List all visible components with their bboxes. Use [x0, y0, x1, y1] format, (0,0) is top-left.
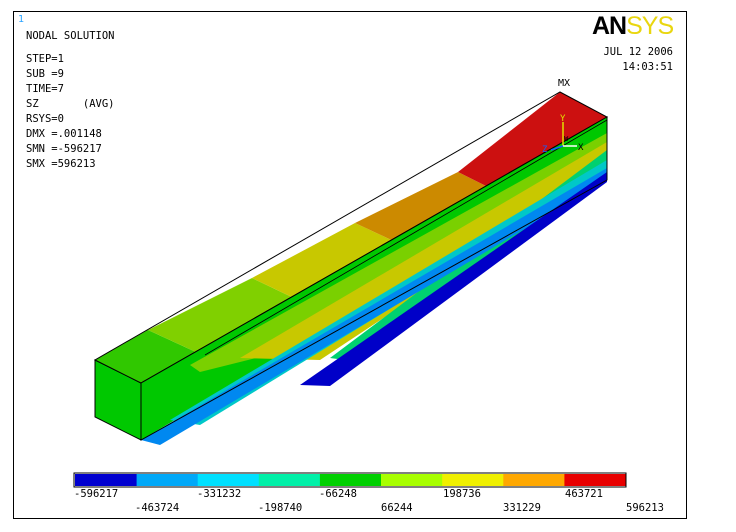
- legend-top-label: -596217: [74, 488, 119, 500]
- triad-w-label: W: [564, 135, 569, 143]
- legend-top-label: 198736: [443, 488, 481, 500]
- contour-legend: [73, 472, 627, 488]
- legend-swatch: [441, 474, 504, 486]
- legend-bottom-label: -198740: [258, 502, 303, 514]
- beam-side-face: [140, 116, 608, 445]
- legend-bottom-label: 596213: [626, 502, 664, 514]
- solution-info: NODAL SOLUTION STEP=1 SUB =9 TIME=7 SZ (…: [26, 29, 115, 172]
- legend-swatch: [502, 474, 565, 486]
- ansys-logo: ANSYS: [592, 12, 674, 40]
- info-title: NODAL SOLUTION: [26, 30, 115, 42]
- legend-swatch: [136, 474, 198, 486]
- legend-swatch: [75, 474, 137, 486]
- triad-z-label: Z: [542, 145, 548, 155]
- legend-swatch: [197, 474, 259, 486]
- info-smn: SMN =-596217: [26, 143, 102, 155]
- triad-x-label: X: [578, 143, 584, 153]
- legend-top-label: -331232: [197, 488, 242, 500]
- logo-sys: SYS: [626, 12, 674, 40]
- info-dmx: DMX =.001148: [26, 128, 102, 140]
- info-sub: SUB =9: [26, 68, 64, 80]
- legend-top-label: 463721: [565, 488, 603, 500]
- legend-swatch: [380, 474, 443, 486]
- beam-top-face: [93, 91, 609, 384]
- max-marker: MX: [558, 78, 571, 89]
- logo-an: AN: [592, 12, 627, 40]
- legend-swatch: [258, 474, 320, 486]
- legend-frame: [73, 472, 627, 488]
- info-smx: SMX =596213: [26, 158, 96, 170]
- legend-bottom-label: 66244: [381, 502, 413, 514]
- legend-swatch: [319, 474, 381, 486]
- time-text: 14:03:51: [622, 61, 673, 73]
- coordinate-triad: Y X Z W: [542, 114, 584, 155]
- info-step: STEP=1: [26, 53, 64, 65]
- triad-y-label: Y: [560, 114, 566, 124]
- info-rsys: RSYS=0: [26, 113, 64, 125]
- legend-swatch: [563, 474, 626, 486]
- legend-top-label: -66248: [319, 488, 357, 500]
- info-result: SZ (AVG): [26, 98, 115, 110]
- timestamp: JUL 12 2006 14:03:51: [603, 45, 673, 75]
- info-time: TIME=7: [26, 83, 64, 95]
- legend-bottom-label: 331229: [503, 502, 541, 514]
- window-number: 1: [18, 14, 25, 25]
- legend-bottom-label: -463724: [135, 502, 180, 514]
- date-text: JUL 12 2006: [603, 46, 673, 58]
